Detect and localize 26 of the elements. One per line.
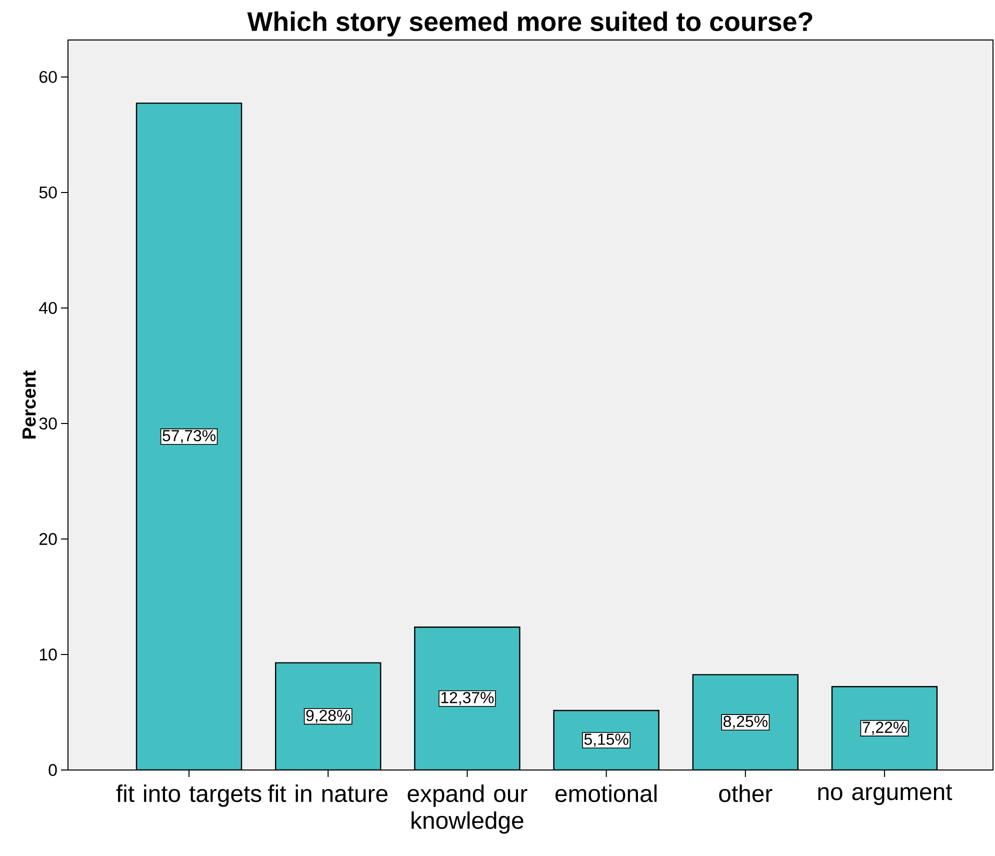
data-label: 57,73% — [162, 430, 216, 444]
data-label: 12,37% — [441, 692, 494, 706]
x-tick-label: other — [719, 784, 772, 802]
data-label: 9,28% — [306, 710, 350, 723]
data-label: 7,22% — [862, 722, 907, 735]
y-tick-label: 0 — [48, 764, 57, 776]
y-axis-title: Percent — [22, 370, 36, 438]
bar — [692, 674, 798, 770]
bar — [276, 662, 381, 770]
y-tick-label: 40 — [39, 302, 57, 314]
y-tick-label: 30 — [39, 417, 57, 430]
y-tick-label: 50 — [39, 186, 57, 198]
bar — [831, 686, 938, 770]
x-tick-label: no argument — [818, 784, 952, 805]
x-tick-label: fit in nature — [268, 784, 388, 802]
bar — [414, 627, 520, 770]
bar — [136, 103, 242, 770]
y-tick-label: 10 — [40, 648, 57, 660]
data-label: 8,25% — [724, 716, 768, 729]
data-label: 5,15% — [584, 734, 628, 747]
x-tick-label: fit into targets — [116, 784, 262, 807]
y-tick-label: 20 — [40, 532, 57, 545]
x-tick-label: emotional — [555, 784, 657, 802]
y-tick-label: 60 — [40, 70, 57, 83]
x-tick-label: expand our knowledge — [408, 784, 528, 834]
chart-title: Which story seemed more suited to course? — [247, 11, 812, 36]
